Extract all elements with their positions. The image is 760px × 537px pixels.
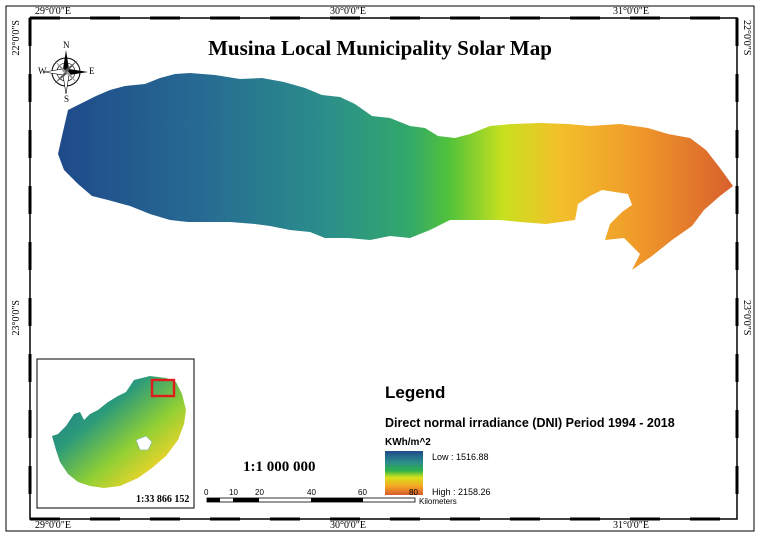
legend-title: Legend — [385, 383, 446, 402]
graticule-bottom-3: 31°0'0"E — [613, 520, 649, 531]
legend-color-ramp — [385, 451, 423, 495]
scale-tick-60: 60 — [358, 488, 367, 497]
legend-low-value: Low : 1516.88 — [432, 452, 489, 462]
compass-s: S — [64, 94, 70, 104]
graticule-bottom-1: 29°0'0"E — [35, 520, 71, 531]
graticule-left-2: 23°0'0"S — [11, 300, 22, 336]
scale-bar — [206, 497, 416, 503]
legend-layer-name: Direct normal irradiance (DNI) Period 19… — [385, 416, 675, 430]
map-title: Musina Local Municipality Solar Map — [208, 36, 552, 60]
scale-tick-0: 0 — [204, 488, 209, 497]
legend-high-value: High : 2158.26 — [432, 487, 491, 497]
compass-n: N — [63, 40, 70, 50]
graticule-bottom-2: 30°0'0"E — [330, 520, 366, 531]
scale-tick-10: 10 — [229, 488, 238, 497]
compass-w: W — [38, 66, 47, 76]
scale-tick-80: 80 — [409, 488, 418, 497]
compass-rose-icon — [43, 50, 88, 95]
graticule-right-1: 22°0'0"S — [741, 20, 752, 56]
scale-ratio: 1:1 000 000 — [243, 459, 316, 475]
graticule-top-2: 30°0'0"E — [330, 6, 366, 17]
municipality-dni-raster — [58, 73, 733, 270]
graticule-top-3: 31°0'0"E — [613, 6, 649, 17]
legend-unit: KWh/m^2 — [385, 437, 431, 448]
graticule-top-1: 29°0'0"E — [35, 6, 71, 17]
inset-scale-ratio: 1:33 866 152 — [136, 494, 190, 505]
inset-south-africa-map — [52, 376, 186, 488]
graticule-right-2: 23°0'0"S — [741, 300, 752, 336]
scale-tick-40: 40 — [307, 488, 316, 497]
scale-unit: Kilometers — [419, 497, 457, 506]
compass-e: E — [89, 66, 95, 76]
scale-tick-20: 20 — [255, 488, 264, 497]
frame-border-ticks — [28, 16, 740, 521]
inset-highlight-box — [150, 378, 176, 398]
